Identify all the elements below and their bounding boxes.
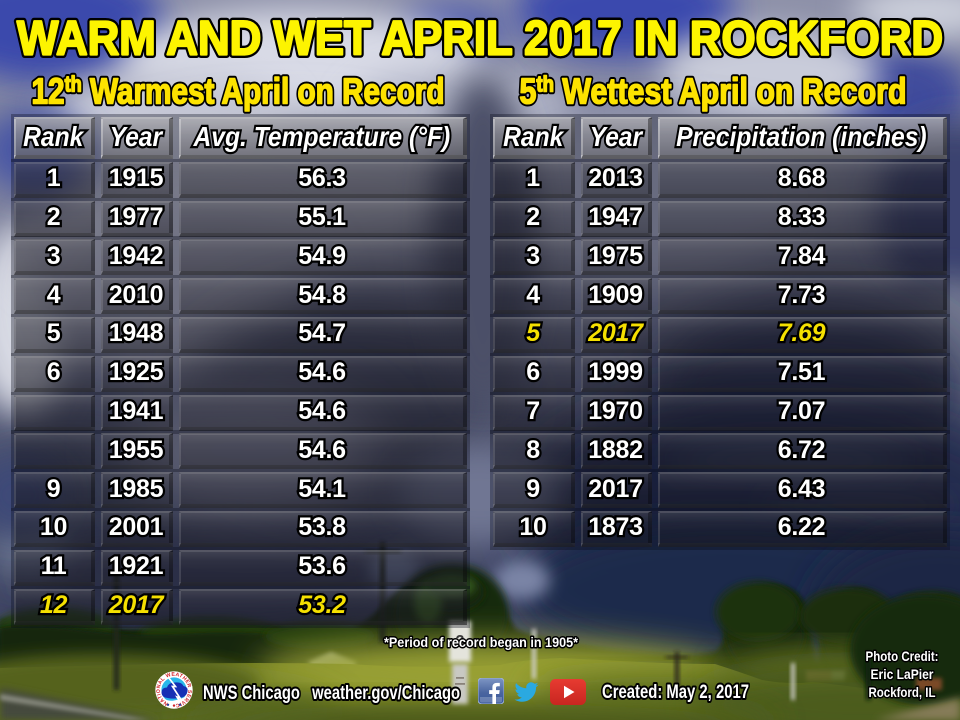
svg-text:WARM AND WET APRIL 2017 IN ROC: WARM AND WET APRIL 2017 IN ROCKFORD [17, 13, 943, 66]
svg-text:Created: May 2, 2017: Created: May 2, 2017 [602, 682, 749, 703]
svg-text:12th Warmest April on Record: 12th Warmest April on Record [32, 71, 445, 112]
svg-text:2: 2 [456, 633, 465, 650]
svg-text:WARM AND WET APRIL 2017 IN ROC: WARM AND WET APRIL 2017 IN ROCKFORD [17, 13, 943, 66]
svg-text:Eric LaPier: Eric LaPier [871, 666, 934, 682]
svg-text:*Period of record began in 190: *Period of record began in 1905* [384, 634, 578, 650]
svg-text:Photo Credit:: Photo Credit: [866, 648, 939, 664]
svg-text:5th Wettest April on Record: 5th Wettest April on Record [520, 71, 907, 112]
svg-text:12th Warmest April on Record: 12th Warmest April on Record [32, 71, 445, 112]
svg-text:NWS Chicago weather.gov/Chic: NWS Chicago weather.gov/Chicago [203, 683, 460, 704]
svg-text:5th Wettest April on Record: 5th Wettest April on Record [520, 71, 907, 112]
svg-text:Rockford, IL: Rockford, IL [869, 684, 936, 700]
